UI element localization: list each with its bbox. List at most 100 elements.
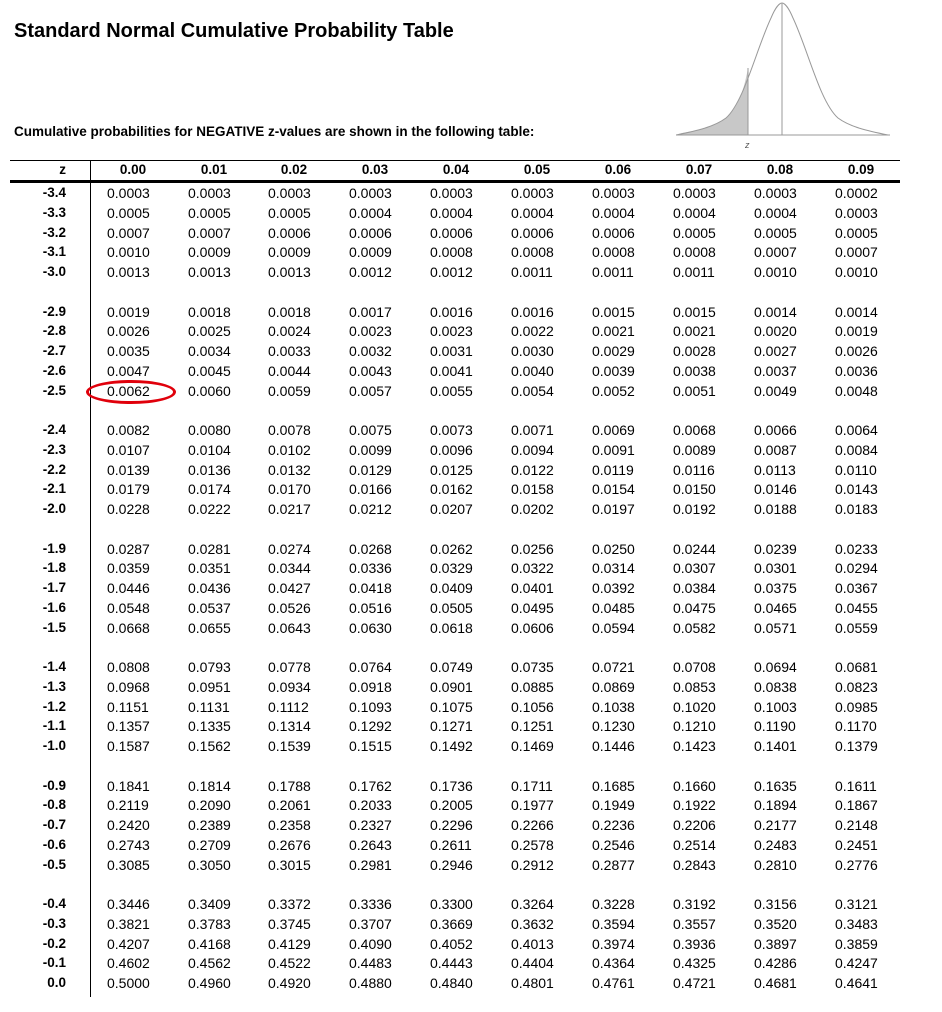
probability-cell: 0.4641 (835, 975, 878, 991)
probability-cell: 0.0307 (673, 560, 716, 577)
probability-cell: 0.1075 (430, 698, 473, 715)
probability-cell: 0.0048 (835, 382, 878, 399)
z-value: -3.1 (42, 244, 66, 260)
probability-cell: 0.0375 (754, 580, 797, 596)
header-z: z (59, 162, 66, 177)
probability-cell: 0.0039 (592, 362, 635, 379)
probability-cell: 0.0023 (349, 323, 392, 340)
probability-cell: 0.0749 (430, 659, 473, 675)
probability-cell: 0.0125 (430, 461, 473, 478)
z-value: -2.2 (42, 461, 66, 477)
probability-cell: 0.0035 (107, 343, 150, 359)
probability-cell: 0.3520 (754, 915, 797, 932)
probability-cell: 0.0008 (673, 244, 716, 261)
probability-cell: 0.0051 (673, 382, 716, 399)
table-row: -1.8 0.0359 0.0351 0.0344 0.0336 0.0329 0.0322… (0, 560, 942, 580)
probability-cell: 0.3372 (268, 896, 311, 912)
probability-cell: 0.0793 (188, 659, 231, 675)
probability-cell: 0.0003 (754, 185, 797, 201)
probability-cell: 0.0044 (268, 362, 311, 379)
probability-cell: 0.1151 (107, 698, 149, 715)
probability-cell: 0.0007 (188, 224, 231, 241)
probability-cell: 0.0244 (673, 540, 716, 557)
probability-cell: 0.0446 (107, 580, 150, 596)
probability-cell: 0.0129 (349, 461, 392, 478)
probability-cell: 0.3015 (268, 856, 311, 873)
probability-cell: 0.0174 (188, 481, 231, 498)
probability-cell: 0.0239 (754, 540, 797, 557)
table-row: -2.7 0.0035 0.0034 0.0033 0.0032 0.0031 0.0030… (0, 343, 942, 363)
z-value: -3.4 (42, 185, 66, 200)
probability-cell: 0.2877 (592, 856, 635, 873)
probability-cell: 0.4920 (268, 975, 311, 991)
probability-cell: 0.0027 (754, 343, 797, 359)
page-title: Standard Normal Cumulative Probability T… (14, 20, 454, 42)
z-value: -0.5 (42, 856, 66, 872)
probability-cell: 0.0314 (592, 560, 635, 577)
probability-cell: 0.1894 (754, 797, 797, 814)
probability-cell: 0.0023 (430, 323, 473, 340)
probability-cell: 0.0102 (268, 441, 311, 458)
probability-cell: 0.2912 (511, 856, 554, 873)
probability-cell: 0.2743 (107, 836, 150, 853)
probability-cell: 0.1611 (835, 777, 877, 794)
probability-cell: 0.0064 (835, 422, 878, 438)
probability-cell: 0.2676 (268, 836, 311, 853)
table-row: -2.8 0.0026 0.0025 0.0024 0.0023 0.0023 0.0022… (0, 323, 942, 343)
table-row: -0.4 0.3446 0.3409 0.3372 0.3336 0.3300 0.3264… (0, 896, 942, 916)
probability-cell: 0.0037 (754, 362, 797, 379)
probability-cell: 0.0274 (268, 540, 311, 557)
z-value: -2.1 (42, 481, 66, 497)
probability-cell: 0.0188 (754, 501, 797, 517)
probability-cell: 0.4052 (430, 935, 473, 952)
z-value: -2.5 (42, 382, 66, 398)
probability-cell: 0.2119 (107, 797, 149, 814)
probability-cell: 0.0344 (268, 560, 311, 577)
probability-cell: 0.1423 (673, 738, 716, 754)
probability-cell: 0.4207 (107, 935, 150, 952)
probability-cell: 0.0250 (592, 540, 635, 557)
probability-cell: 0.1922 (673, 797, 716, 814)
probability-cell: 0.1788 (268, 777, 311, 794)
probability-cell: 0.1190 (754, 718, 796, 735)
probability-cell: 0.0143 (835, 481, 878, 498)
probability-cell: 0.4880 (349, 975, 392, 991)
probability-cell: 0.0150 (673, 481, 716, 498)
probability-cell: 0.0708 (673, 659, 716, 675)
probability-cell: 0.0202 (511, 501, 554, 517)
probability-cell: 0.1038 (592, 698, 635, 715)
probability-cell: 0.0014 (754, 303, 797, 320)
probability-cell: 0.0655 (188, 619, 231, 636)
probability-cell: 0.0018 (188, 303, 231, 320)
probability-cell: 0.1492 (430, 738, 473, 754)
table-row: -2.6 0.0047 0.0045 0.0044 0.0043 0.0041 0.0040… (0, 363, 942, 383)
probability-cell: 0.0003 (673, 185, 716, 201)
probability-cell: 0.0003 (592, 185, 635, 201)
highlight-circle (86, 380, 176, 404)
probability-cell: 0.0495 (511, 599, 554, 616)
probability-cell: 0.0179 (107, 481, 150, 498)
probability-cell: 0.0054 (511, 382, 554, 399)
probability-cell: 0.0409 (430, 580, 473, 596)
probability-cell: 0.0004 (430, 204, 473, 221)
probability-cell: 0.1660 (673, 777, 716, 794)
probability-cell: 0.1446 (592, 738, 635, 754)
probability-cell: 0.0113 (754, 461, 796, 478)
probability-cell: 0.0197 (592, 501, 635, 517)
probability-cell: 0.1003 (754, 698, 797, 715)
probability-cell: 0.0012 (349, 264, 392, 280)
probability-cell: 0.0170 (268, 481, 311, 498)
probability-cell: 0.0104 (188, 441, 231, 458)
probability-cell: 0.0336 (349, 560, 392, 577)
probability-cell: 0.0008 (592, 244, 635, 261)
probability-cell: 0.0322 (511, 560, 554, 577)
probability-cell: 0.0901 (430, 678, 473, 695)
probability-cell: 0.2005 (430, 797, 473, 814)
z-value: -0.4 (42, 896, 66, 911)
probability-cell: 0.0694 (754, 659, 797, 675)
probability-cell: 0.1230 (592, 718, 635, 735)
probability-cell: 0.0951 (188, 678, 231, 695)
probability-cell: 0.0052 (592, 382, 635, 399)
probability-cell: 0.1469 (511, 738, 554, 754)
probability-cell: 0.2946 (430, 856, 473, 873)
